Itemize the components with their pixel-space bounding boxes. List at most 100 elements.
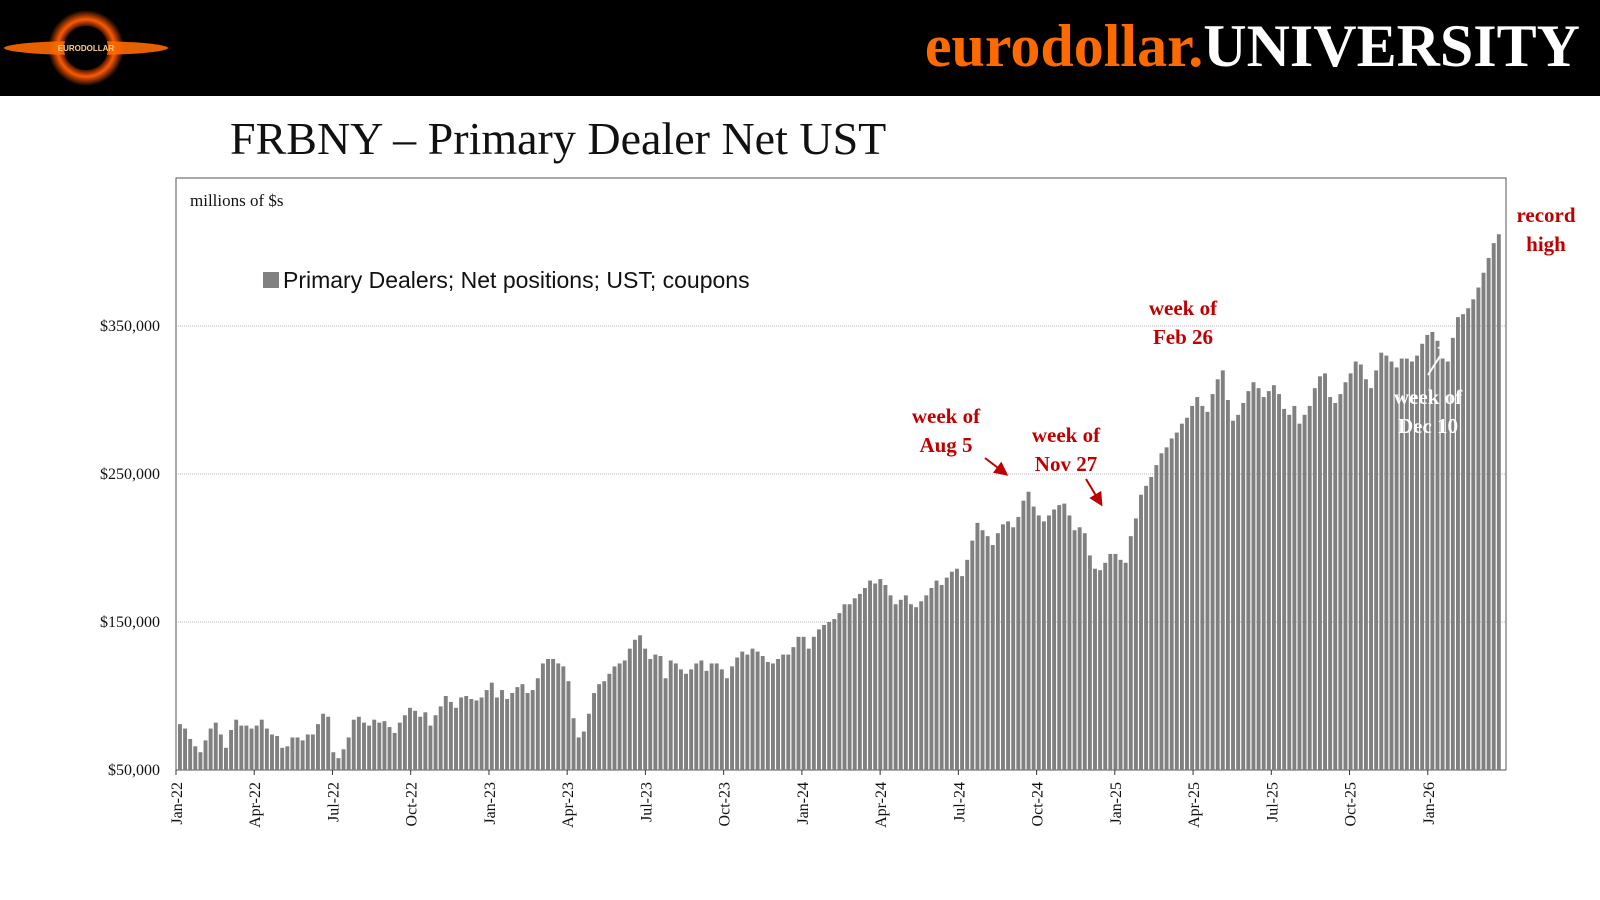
bar [1164,447,1169,770]
bar [300,740,305,770]
bar [837,613,842,770]
x-tick-label: Apr-23 [560,782,577,828]
bar [857,593,862,770]
bar [1205,411,1210,770]
bar [1021,500,1026,770]
bar [811,636,816,770]
bar [546,659,550,770]
bar [704,670,709,770]
bar [208,728,213,770]
bar [658,656,663,770]
bar [1317,376,1322,770]
bar [888,595,893,770]
bar [806,648,811,770]
bar [362,722,366,770]
bar [1108,553,1113,770]
annotation-arrow [984,457,1009,476]
bar [1266,391,1271,770]
bar [234,719,239,770]
bar [770,663,775,770]
bar [1036,515,1041,770]
bar [944,577,949,770]
bar [198,752,203,770]
bar [377,722,382,770]
bar [1415,355,1420,770]
bar [786,654,791,770]
bar [1098,570,1103,770]
bar [1149,476,1154,770]
bar [924,595,929,770]
bar [1077,527,1082,770]
bar [1491,243,1496,770]
annotation-label: Dec 10 [1398,414,1458,438]
bar [612,666,617,770]
bar [1026,491,1031,770]
bar [505,698,510,770]
bar [270,734,274,770]
bar [919,601,924,770]
bar [1404,358,1409,770]
y-tick-label: $350,000 [100,318,160,335]
bar [571,718,576,770]
bar [909,604,913,770]
bar [1486,257,1491,770]
bar [316,724,320,770]
bar [290,737,295,770]
bar [765,661,770,770]
bar [627,648,632,770]
bar [581,731,586,770]
bar [990,545,995,770]
bar [949,571,954,770]
bar [530,690,535,770]
bar [1348,373,1353,770]
bar [750,648,755,770]
bar [1241,402,1246,770]
bar [1287,414,1292,770]
bar [454,707,458,770]
bar [878,579,883,770]
bar [540,663,545,770]
x-tick-label: Jan-26 [1421,782,1438,825]
bar [1328,397,1333,770]
bar [975,522,980,770]
bar [1246,391,1251,770]
bar [730,666,735,770]
annotation-arrow [1085,478,1103,507]
bar [1200,405,1205,770]
bar [285,746,290,770]
bar [1011,527,1016,770]
bar [510,693,515,770]
bar [1052,509,1057,770]
bar [1471,299,1476,770]
bar [1139,494,1143,770]
bar [622,660,627,770]
annotation-label: high [1526,232,1566,256]
bar [827,622,832,770]
bar [597,684,602,770]
bar [1379,352,1384,770]
bar [1282,408,1287,770]
bar [1144,485,1149,770]
x-tick-label: Jan-24 [795,782,812,825]
logo-text: EURODOLLAR [58,44,115,53]
bar [1343,382,1348,770]
annotation-arrow [1427,339,1451,376]
bar [1215,379,1220,770]
bar [1251,382,1256,770]
bar [724,678,729,770]
bar [1103,562,1108,770]
bar [678,669,683,770]
x-tick-label: Oct-24 [1030,782,1047,826]
x-tick-label: Oct-22 [404,782,421,826]
x-tick-label: Jan-23 [482,782,499,825]
bar [1466,308,1471,770]
bar [791,647,796,770]
bar [1323,373,1327,770]
bar [459,697,464,770]
bar [965,559,970,770]
brand-wordmark: eurodollar.UNIVERSITY [925,8,1580,84]
annotation-label: Nov 27 [1035,452,1097,476]
x-tick-label: Jan-25 [1108,782,1125,825]
bar [914,607,919,770]
legend-swatch [263,272,279,288]
